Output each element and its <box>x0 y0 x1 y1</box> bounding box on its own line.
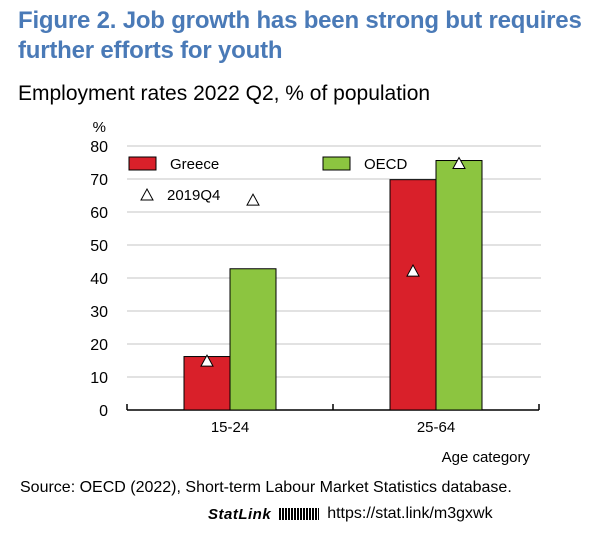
legend-marker-2019q4 <box>140 187 154 201</box>
figure-title: Figure 2. Job growth has been strong but… <box>18 7 582 64</box>
source-note: Source: OECD (2022), Short-term Labour M… <box>20 479 512 496</box>
marker-2019q4 <box>406 264 420 277</box>
bar-greece-25-64 <box>389 179 437 411</box>
marker-2019q4 <box>246 193 260 206</box>
y-tick-label: 30 <box>90 304 108 321</box>
y-tick-label: 60 <box>90 205 108 222</box>
y-tick-label: 20 <box>90 337 108 354</box>
x-tick-label: 15-24 <box>211 419 249 436</box>
y-tick-label: 0 <box>99 403 108 420</box>
y-tick-label: 40 <box>90 271 108 288</box>
legend-label-oecd: OECD <box>364 156 408 173</box>
chart-subtitle: Employment rates 2022 Q2, % of populatio… <box>18 82 431 105</box>
legend-label-2019q4: 2019Q4 <box>167 187 220 204</box>
x-tick-label: 25-64 <box>417 419 455 436</box>
statlink-brand: StatLink <box>208 505 272 523</box>
y-tick-label: 70 <box>90 172 108 189</box>
marker-2019q4 <box>452 156 466 169</box>
legend-swatch-greece <box>128 156 157 171</box>
legend-label-greece: Greece <box>170 156 219 173</box>
marker-2019q4 <box>200 354 214 367</box>
legend-swatch-oecd <box>322 156 351 171</box>
y-tick-label: 80 <box>90 139 108 156</box>
statlink-logo-icon <box>279 508 320 520</box>
statlink[interactable]: StatLink https://stat.link/m3gxwk <box>208 505 493 523</box>
bar-oecd-15-24 <box>229 268 277 411</box>
bar-oecd-25-64 <box>435 160 483 411</box>
y-tick-label: 10 <box>90 370 108 387</box>
x-axis-label: Age category <box>442 449 531 466</box>
y-axis-unit: % <box>93 119 106 136</box>
statlink-url[interactable]: https://stat.link/m3gxwk <box>327 505 493 522</box>
y-tick-label: 50 <box>90 238 108 255</box>
